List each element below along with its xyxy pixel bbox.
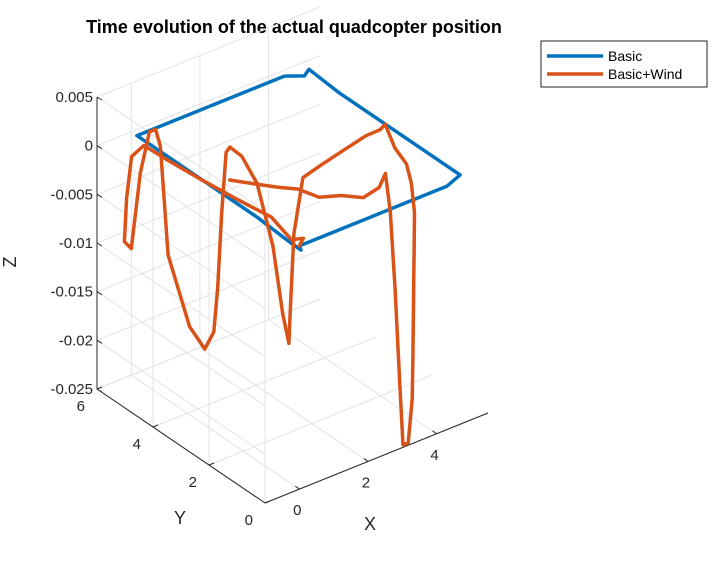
z-tick-mark: [96, 145, 103, 150]
z-tick-mark: [96, 193, 103, 198]
series-lines: [122, 67, 462, 447]
y-tick-mark: [264, 500, 271, 504]
z-tick-mark: [96, 291, 103, 296]
grid-line: [96, 103, 321, 195]
y-axis-line: [96, 388, 266, 504]
x-tick-label: 2: [362, 474, 370, 491]
series-line-basic: [135, 67, 462, 252]
x-tick-label: 4: [430, 447, 438, 464]
z-tick-label: 0.005: [55, 89, 93, 106]
y-tick-mark: [152, 424, 159, 428]
x-tick-mark: [432, 430, 437, 435]
x-tick-mark: [295, 485, 300, 490]
grid-line: [96, 201, 321, 293]
grid-line: [96, 193, 266, 309]
grid-line: [268, 319, 437, 435]
grid-line: [96, 249, 321, 341]
grid-line: [96, 96, 266, 212]
z-tick-mark: [96, 96, 103, 101]
y-tick-label: 4: [133, 436, 141, 453]
x-tick-label: 0: [293, 502, 301, 519]
z-tick-label: 0: [85, 138, 93, 155]
tick-labels: 0 2 4 0 2 4 6 0.005 0 -0.005 -0.01 -0.015 -0.02 -0.02…: [50, 89, 438, 529]
grid-line: [96, 291, 266, 407]
grid-line: [208, 374, 433, 466]
z-tick-label: -0.015: [50, 284, 93, 301]
legend-label-basic: Basic: [608, 48, 642, 64]
x-axis-line: [264, 412, 489, 504]
grid-line: [96, 55, 321, 147]
z-tick-label: -0.01: [59, 235, 93, 252]
z-tick-mark: [96, 388, 103, 393]
legend: Basic Basic+Wind: [540, 40, 708, 88]
grid-line: [96, 339, 266, 455]
x-axis-label: X: [364, 514, 376, 534]
y-axis-label: Y: [174, 508, 186, 528]
chart-title: Time evolution of the actual quadcopter …: [86, 17, 502, 37]
y-tick-label: 2: [189, 474, 197, 491]
z-tick-mark: [96, 242, 103, 247]
grid-line: [152, 336, 377, 428]
y-tick-mark: [96, 386, 103, 390]
z-axis-label: Z: [0, 257, 20, 268]
x-tick-mark: [363, 458, 369, 462]
legend-box: [540, 40, 708, 88]
y-tick-mark: [208, 462, 215, 466]
grid-line: [199, 347, 369, 462]
y-tick-label: 6: [77, 398, 85, 415]
z-tick-label: -0.025: [50, 381, 93, 398]
series-line-basic-wind: [122, 122, 417, 447]
y-tick-label: 0: [245, 512, 253, 529]
grid-line: [96, 6, 321, 98]
z-tick-label: -0.02: [59, 332, 93, 349]
grid-line: [96, 145, 266, 261]
legend-label-basic-wind: Basic+Wind: [608, 66, 682, 82]
z-tick-mark: [96, 339, 103, 344]
grid-line: [131, 374, 300, 490]
z-tick-label: -0.005: [50, 186, 93, 203]
